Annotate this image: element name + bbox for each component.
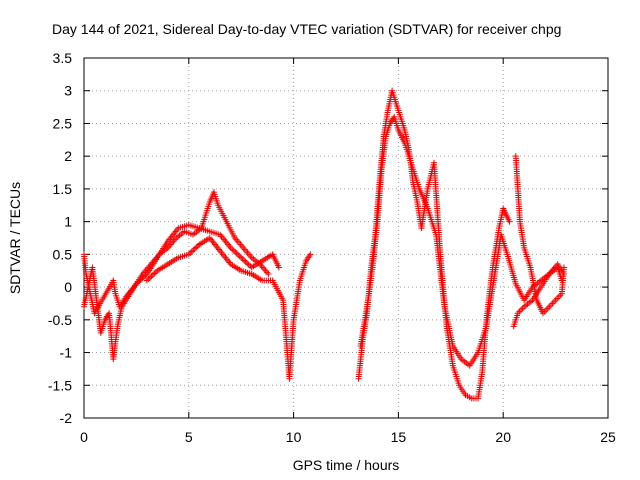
data-point-track-b: [137, 276, 144, 283]
y-tick-label: -2: [60, 410, 73, 426]
data-point-track-c: [151, 270, 158, 277]
data-point-track-c: [145, 276, 152, 283]
data-point-track-b: [245, 261, 252, 268]
data-point-track-c: [193, 244, 200, 251]
x-axis-label: GPS time / hours: [293, 457, 400, 473]
data-point-track-b: [239, 256, 246, 263]
data-point-track-b: [230, 247, 237, 254]
y-tick-label: 1: [64, 214, 72, 230]
data-point-track-c: [194, 242, 201, 249]
data-point-track-b: [233, 250, 240, 257]
data-point-track-f: [560, 264, 567, 271]
data-point-track-g: [560, 271, 567, 277]
grid-lines: [84, 58, 608, 418]
data-point-track-b: [134, 279, 141, 286]
data-point-track-b: [241, 257, 248, 264]
data-point-track-b: [235, 251, 242, 258]
chart-title: Day 144 of 2021, Sidereal Day-to-day VTE…: [52, 21, 561, 37]
y-tick-label: 2.5: [53, 115, 73, 131]
data-point-track-b: [227, 244, 234, 251]
x-tick-label: 0: [80, 429, 88, 445]
data-point-track-b: [275, 264, 282, 271]
y-tick-label: 2: [64, 148, 72, 164]
x-tick-label: 5: [185, 429, 193, 445]
x-tick-label: 10: [286, 429, 302, 445]
axis-ticks: [83, 57, 609, 419]
data-point-track-c: [188, 248, 195, 255]
y-tick-label: -1.5: [48, 377, 72, 393]
data-point-track-c: [143, 277, 150, 284]
y-tick-label: 3: [64, 83, 72, 99]
data-point-track-b: [242, 258, 249, 265]
y-tick-label: 0.5: [53, 246, 73, 262]
y-tick-label: 3.5: [53, 50, 73, 66]
y-tick-label: -1: [60, 345, 73, 361]
x-tick-label: 15: [391, 429, 407, 445]
data-point-track-c: [191, 245, 198, 252]
data-point-track-b: [244, 260, 251, 267]
data-point-track-b: [139, 275, 146, 282]
data-point-track-b: [236, 253, 243, 260]
data-point-track-c: [146, 274, 153, 281]
x-tick-label: 20: [495, 429, 511, 445]
data-point-track-b: [229, 246, 236, 253]
data-point-track-b: [136, 278, 143, 285]
plot-frame: [83, 57, 609, 419]
y-tick-labels: -2 -1.5 -1 -0.5 0 0.5 1 1.5 2 2.5 3 3.5: [48, 50, 72, 426]
y-tick-label: 0: [64, 279, 72, 295]
data-point-track-a: [265, 271, 272, 277]
data-point-track-b: [133, 280, 140, 287]
y-tick-label: 1.5: [53, 181, 73, 197]
data-point-track-c: [307, 251, 314, 258]
y-tick-label: -0.5: [48, 312, 72, 328]
data-point-track-c: [148, 273, 155, 280]
data-point-track-b: [232, 249, 239, 256]
data-point-track-c: [190, 247, 197, 254]
data-point-track-b: [140, 273, 147, 280]
data-point-track-c: [149, 271, 156, 278]
data-point-track-c: [187, 249, 194, 256]
data-point-track-d: [506, 218, 513, 225]
x-tick-labels: 0 5 10 15 20 25: [80, 429, 616, 445]
data-markers: [81, 87, 567, 402]
data-point-track-b: [142, 272, 149, 279]
data-point-track-c: [152, 269, 159, 276]
y-axis-label: SDTVAR / TECUs: [7, 182, 23, 294]
data-point-track-b: [238, 254, 245, 261]
x-tick-label: 25: [600, 429, 616, 445]
data-point-track-c: [185, 251, 192, 258]
